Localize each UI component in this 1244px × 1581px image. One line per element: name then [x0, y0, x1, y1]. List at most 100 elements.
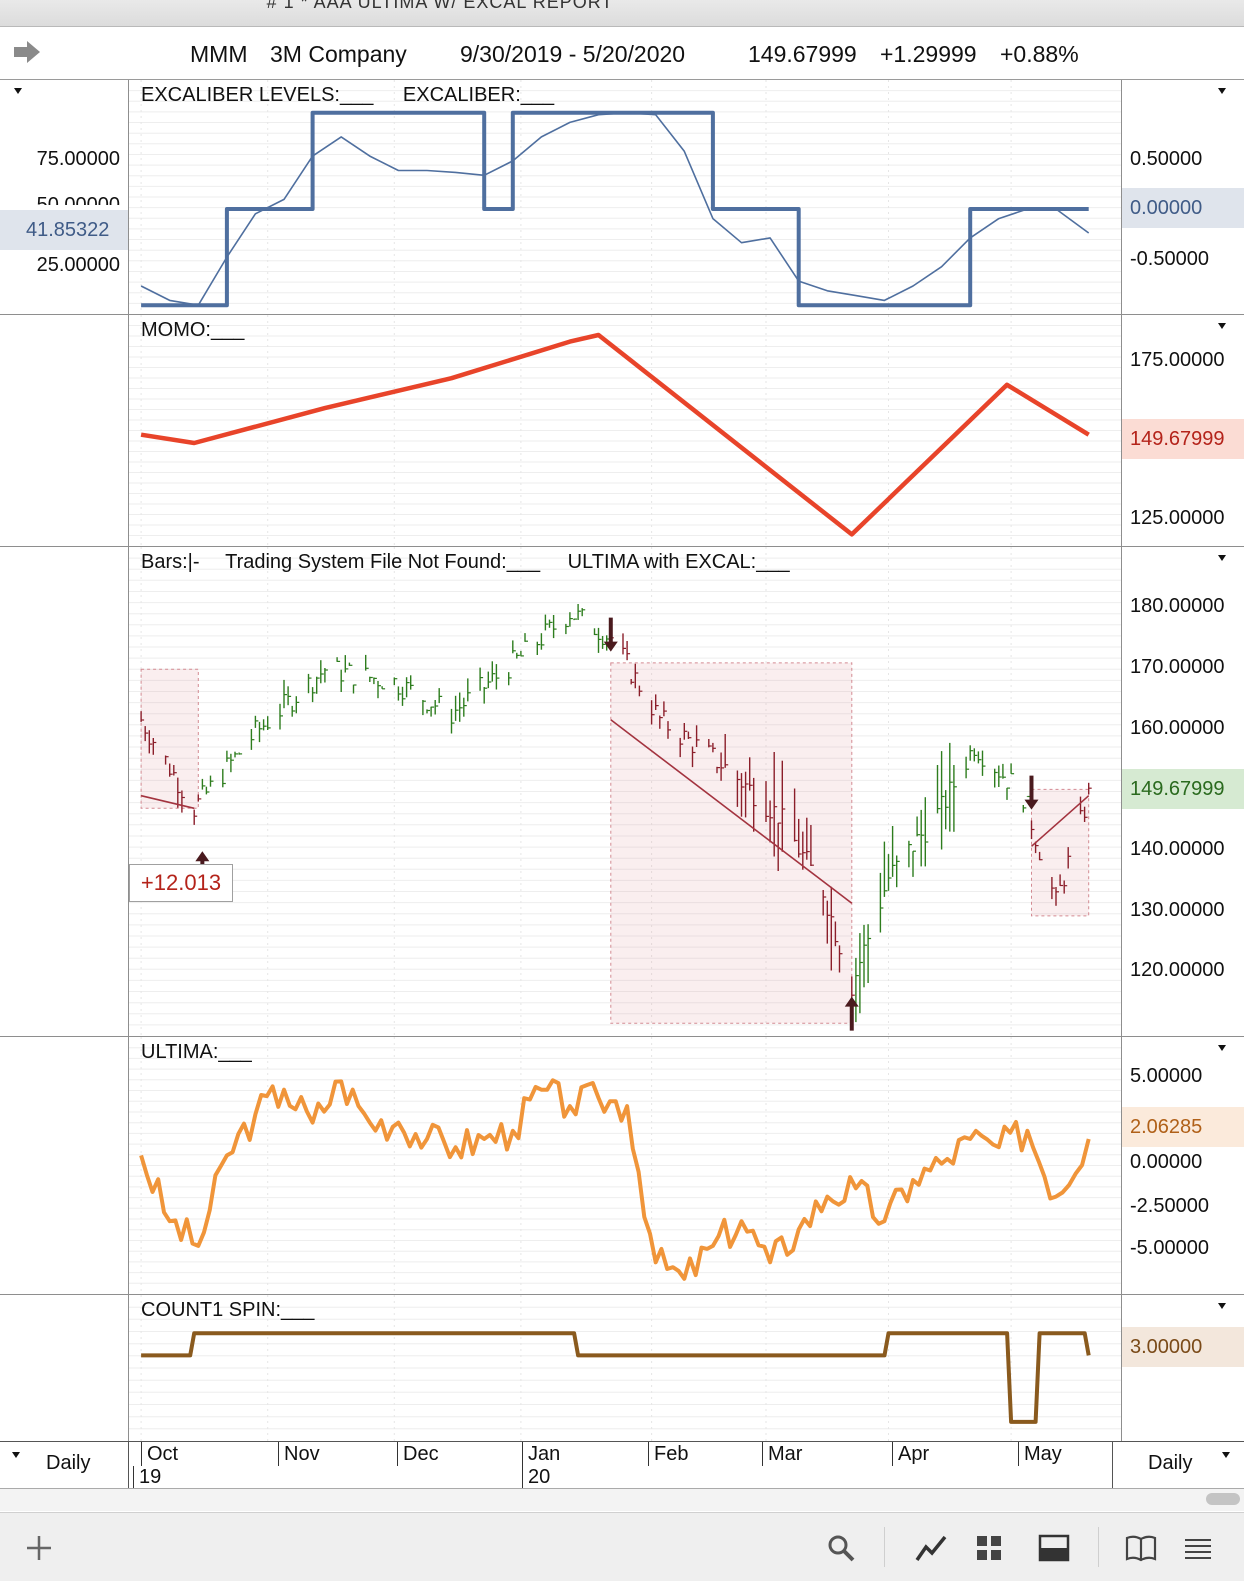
month-label: Jan [522, 1442, 560, 1466]
panel-bars: Bars:|- Trading System File Not Found:__… [0, 547, 1244, 1037]
excaliber-chart [129, 80, 1121, 314]
right-axis-momo: 175.00000 149.67999 125.00000 [1122, 315, 1244, 546]
price-bars-chart [129, 547, 1121, 1036]
trade-line [1030, 795, 1090, 847]
date-range: 9/30/2019 - 5/20/2020 [460, 41, 686, 67]
forward-arrow-icon[interactable] [12, 39, 42, 65]
percent-change: +0.88% [1000, 41, 1079, 67]
axis-divider [128, 1442, 129, 1488]
window-titlebar: # 1 * AAA ULTIMA W/ EXCAL REPORT [0, 0, 1244, 27]
toolbar-separator [1098, 1527, 1099, 1567]
line-chart-icon[interactable] [914, 1533, 948, 1563]
axis-menu-caret-icon[interactable] [1218, 1045, 1226, 1051]
caption-excaliber-levels: EXCALIBER LEVELS:___ EXCALIBER:___ [141, 84, 554, 107]
left-axis-bars [0, 547, 129, 1036]
grid-layout-icon[interactable] [974, 1533, 1004, 1563]
month-label: May [1018, 1442, 1062, 1466]
right-axis-ultima: 5.00000 2.06285 0.00000 -2.50000 -5.0000… [1122, 1037, 1244, 1294]
plot-excaliber[interactable]: EXCALIBER LEVELS:___ EXCALIBER:___ [129, 80, 1122, 314]
axis-menu-caret-icon[interactable] [1218, 323, 1226, 329]
scrollbar-thumb[interactable] [1206, 1493, 1240, 1505]
plot-momo[interactable]: MOMO:___ [129, 315, 1122, 546]
right-tick: 120.00000 [1130, 959, 1225, 981]
year-label: 20 [522, 1466, 550, 1488]
add-icon[interactable] [24, 1533, 54, 1563]
periodicity-menu-caret-icon[interactable] [1222, 1452, 1230, 1458]
series-momo [140, 332, 1090, 537]
search-icon[interactable] [826, 1533, 856, 1563]
panel-layout-icon[interactable] [1038, 1533, 1070, 1563]
horizontal-scrollbar[interactable] [0, 1489, 1244, 1511]
right-tick: 175.00000 [1130, 349, 1225, 371]
trade-arrow-icon [603, 617, 618, 652]
right-tick: 140.00000 [1130, 838, 1225, 860]
caption-text: Bars:|- [141, 551, 200, 573]
toolbar-separator [884, 1527, 885, 1567]
book-icon[interactable] [1124, 1533, 1158, 1563]
left-axis-spin [0, 1295, 129, 1441]
right-tick: 125.00000 [1130, 507, 1225, 529]
month-label: Dec [397, 1442, 439, 1466]
axis-menu-caret-icon[interactable] [1218, 88, 1226, 94]
right-axis-bars: 180.00000 170.00000 160.00000 149.67999 … [1122, 547, 1244, 1036]
axis-menu-caret-icon[interactable] [1218, 555, 1226, 561]
month-label: Feb [648, 1442, 688, 1466]
time-axis[interactable]: Daily Oct Nov Dec Jan Feb Mar Apr May 19… [0, 1442, 1244, 1489]
periodicity-right[interactable]: Daily [1148, 1452, 1193, 1474]
axis-menu-caret-icon[interactable] [1218, 1303, 1226, 1309]
month-label: Mar [762, 1442, 802, 1466]
caption-bars: Bars:|- Trading System File Not Found:__… [141, 551, 790, 574]
trade-region [140, 668, 199, 809]
right-tick: -2.50000 [1130, 1195, 1209, 1217]
periodicity-left[interactable]: Daily [46, 1452, 91, 1474]
left-tick: 75.00000 [36, 148, 120, 170]
right-value-tag: 3.00000 [1122, 1327, 1244, 1367]
ultima-chart [129, 1037, 1121, 1294]
right-value-tag: 2.06285 [1122, 1107, 1244, 1147]
trade-region [610, 662, 853, 1024]
right-tick: -0.50000 [1130, 248, 1209, 270]
plot-spin[interactable]: COUNT1 SPIN:___ [129, 1295, 1122, 1441]
right-tick: -5.00000 [1130, 1237, 1209, 1259]
right-axis-spin: 3.00000 [1122, 1295, 1244, 1441]
menu-list-icon[interactable] [1182, 1533, 1214, 1563]
symbol-ticker[interactable]: MMM [190, 41, 248, 67]
right-tick: 160.00000 [1130, 717, 1225, 739]
plot-bars[interactable]: Bars:|- Trading System File Not Found:__… [129, 547, 1122, 1036]
caption-ultima: ULTIMA:___ [141, 1041, 252, 1063]
left-axis-ultima [0, 1037, 129, 1294]
axis-divider [1112, 1442, 1113, 1488]
panel-excaliber: 75.00000 50.00000 41.85322 25.00000 EXCA… [0, 80, 1244, 315]
month-label: Nov [278, 1442, 320, 1466]
panel-menu-caret-icon[interactable] [14, 88, 22, 94]
trade-line [610, 719, 853, 904]
right-tick: 130.00000 [1130, 899, 1225, 921]
right-axis-excaliber: 0.50000 0.00000 -0.50000 [1122, 80, 1244, 314]
periodicity-menu-caret-icon[interactable] [12, 1452, 20, 1458]
caption-text: EXCALIBER:___ [402, 84, 555, 106]
right-tick: 180.00000 [1130, 595, 1225, 617]
trade-profit-label: +12.013 [129, 864, 233, 902]
window-title: # 1 * AAA ULTIMA W/ EXCAL REPORT [266, 0, 614, 12]
panel-ultima: ULTIMA:___ 5.00000 2.06285 0.00000 -2.50… [0, 1037, 1244, 1295]
last-price: 149.67999 [748, 41, 857, 67]
symbol-bar: MMM 3M Company 9/30/2019 - 5/20/2020 149… [0, 27, 1244, 80]
momo-chart [129, 315, 1121, 546]
panel-spin: COUNT1 SPIN:___ 3.00000 [0, 1295, 1244, 1442]
right-value-tag: 149.67999 [1122, 419, 1244, 459]
right-tick: 5.00000 [1130, 1065, 1203, 1087]
trade-arrow-icon [844, 996, 859, 1031]
price-change: +1.29999 [880, 41, 977, 67]
panel-momo: MOMO:___ 175.00000 149.67999 125.00000 [0, 315, 1244, 547]
series-ultima [139, 1078, 1091, 1281]
right-tick: 170.00000 [1130, 656, 1225, 678]
caption-text: ULTIMA with EXCAL:___ [567, 551, 790, 573]
year-label: 19 [133, 1466, 161, 1488]
caption-text: EXCALIBER LEVELS:___ [141, 84, 374, 106]
plot-ultima[interactable]: ULTIMA:___ [129, 1037, 1122, 1294]
bottom-toolbar [0, 1512, 1244, 1581]
series-excaliber [140, 111, 1090, 306]
left-value-tag: 41.85322 [0, 210, 128, 250]
spin-chart [129, 1295, 1121, 1441]
trade-region [1031, 788, 1090, 917]
